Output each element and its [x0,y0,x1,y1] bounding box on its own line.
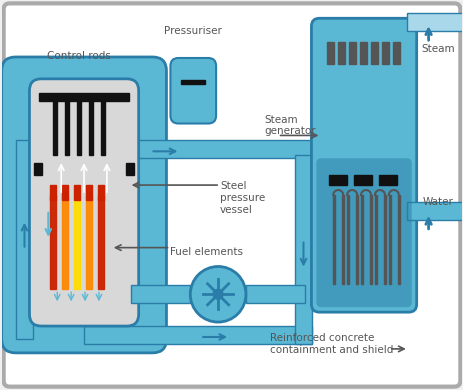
FancyBboxPatch shape [29,79,138,326]
FancyBboxPatch shape [2,57,166,353]
Bar [378,175,396,185]
Bar [98,195,104,289]
Text: Pressuriser: Pressuriser [164,26,222,36]
Bar [86,185,92,200]
Bar [383,195,385,284]
Bar [84,140,312,158]
Bar [338,42,344,64]
Bar [397,195,399,284]
FancyBboxPatch shape [170,58,216,124]
Bar [406,13,463,31]
Bar [181,80,205,84]
Bar [62,185,68,200]
Bar [388,195,390,284]
Bar [332,195,335,284]
Text: Control rods: Control rods [47,51,111,61]
Bar [74,195,80,289]
Text: Reinforced concrete
containment and shield: Reinforced concrete containment and shie… [269,333,392,355]
Bar [89,96,93,155]
Bar [53,96,57,155]
Text: Steel
pressure
vessel: Steel pressure vessel [219,181,265,215]
Bar [50,185,56,200]
Text: Water: Water [422,197,453,207]
Bar [329,175,346,185]
Bar [65,96,69,155]
Bar [392,42,399,64]
Bar [360,195,362,284]
Bar [355,195,357,284]
Bar [346,195,348,284]
Bar [125,163,133,175]
Bar [74,185,80,200]
Bar [16,140,33,339]
Bar [370,42,377,64]
Bar [342,195,344,284]
Circle shape [190,266,245,322]
Bar [98,185,104,200]
Bar [326,42,333,64]
Bar [77,96,81,155]
Bar [359,42,366,64]
Text: Steam
generator: Steam generator [264,115,316,136]
Bar [245,285,305,303]
Bar [189,98,197,115]
Bar [84,326,312,344]
Bar [294,155,312,344]
Text: Steam: Steam [421,44,454,54]
Bar [374,195,376,284]
FancyBboxPatch shape [311,18,416,312]
Bar [406,202,463,220]
FancyBboxPatch shape [316,158,411,307]
Bar [50,195,56,289]
Bar [62,195,68,289]
Circle shape [213,289,223,299]
Bar [353,175,371,185]
Bar [86,195,92,289]
Bar [34,163,42,175]
Bar [369,195,371,284]
Bar [131,285,190,303]
FancyBboxPatch shape [4,4,459,386]
Bar [39,93,128,101]
Bar [381,42,388,64]
Bar [101,96,105,155]
Bar [348,42,355,64]
Text: Fuel elements: Fuel elements [170,246,243,257]
